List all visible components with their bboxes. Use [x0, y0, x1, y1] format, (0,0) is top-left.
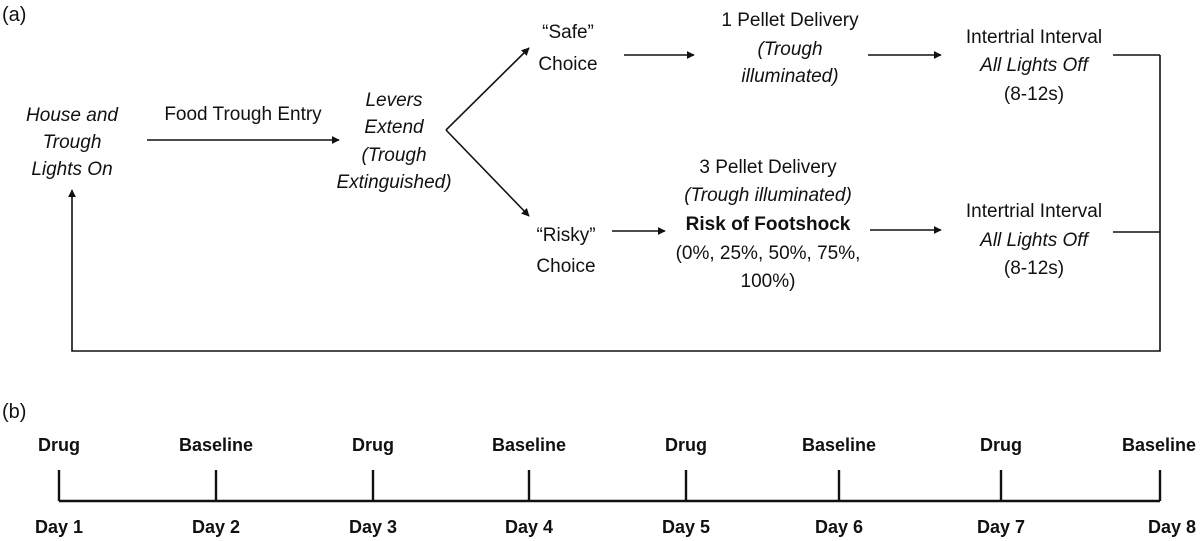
risky-outcome-line-4: (0%, 25%, 50%, 75%,: [676, 243, 861, 264]
risky-branch-arrow: [445, 129, 530, 217]
risky-outcome-node: 3 Pellet Delivery (Trough illuminated) R…: [676, 157, 861, 292]
risky-outcome-line-5: 100%): [741, 271, 796, 292]
risky-choice-node: “Risky” Choice: [536, 225, 595, 277]
session-type-label: Drug: [352, 435, 394, 455]
session-type-label: Drug: [980, 435, 1022, 455]
session-type-label: Drug: [38, 435, 80, 455]
safe-choice-line-2: Choice: [538, 54, 597, 75]
risky-outcome-line-3: Risk of Footshock: [686, 214, 851, 235]
risky-choice-line-2: Choice: [536, 256, 595, 277]
session-type-label: Baseline: [802, 435, 876, 455]
safe-branch-arrow: [445, 47, 530, 131]
safe-outcome-line-1: 1 Pellet Delivery: [721, 10, 859, 31]
day-label: Day 7: [977, 517, 1025, 537]
session-type-label: Baseline: [179, 435, 253, 455]
iti-safe-line-3: (8-12s): [1004, 84, 1064, 105]
start-line-2: Trough: [43, 132, 102, 153]
iti-safe-line-1: Intertrial Interval: [966, 27, 1102, 48]
dosing-timeline: Drug Day 1 Baseline Day 2 Drug Day 3 Baseline D…: [35, 435, 1196, 537]
session-type-label: Drug: [665, 435, 707, 455]
risky-outcome-line-2: (Trough illuminated): [684, 185, 852, 206]
safe-choice-line-1: “Safe”: [542, 22, 594, 43]
iti-safe-node: Intertrial Interval All Lights Off (8-12…: [966, 27, 1102, 105]
start-line-1: House and: [26, 105, 119, 126]
day-label: Day 5: [662, 517, 710, 537]
session-type-label: Baseline: [492, 435, 566, 455]
iti-safe-line-2: All Lights Off: [979, 55, 1089, 76]
iti-risky-line-3: (8-12s): [1004, 258, 1064, 279]
levers-line-2: Extend: [364, 117, 425, 138]
iti-risky-line-1: Intertrial Interval: [966, 201, 1102, 222]
iti-risky-node: Intertrial Interval All Lights Off (8-12…: [966, 201, 1102, 279]
levers-node: Levers Extend (Trough Extinguished): [336, 90, 451, 193]
session-type-label: Baseline: [1122, 435, 1196, 455]
day-label: Day 3: [349, 517, 397, 537]
day-label: Day 2: [192, 517, 240, 537]
start-node: House and Trough Lights On: [26, 105, 119, 180]
levers-line-1: Levers: [365, 90, 423, 111]
risky-choice-line-1: “Risky”: [536, 225, 595, 246]
return-loop-arrow: [68, 55, 1161, 352]
safe-outcome-line-3: illuminated): [741, 66, 838, 87]
panel-a-label: (a): [2, 4, 26, 26]
safe-choice-node: “Safe” Choice: [538, 22, 597, 75]
day-label: Day 8: [1148, 517, 1196, 537]
safe-outcome-line-2: (Trough: [757, 39, 822, 60]
levers-line-4: Extinguished): [336, 172, 451, 193]
iti-risky-line-2: All Lights Off: [979, 230, 1089, 251]
day-label: Day 6: [815, 517, 863, 537]
panel-b-label: (b): [2, 401, 26, 423]
day-label: Day 4: [505, 517, 553, 537]
levers-line-3: (Trough: [361, 145, 426, 166]
day-label: Day 1: [35, 517, 83, 537]
safe-outcome-node: 1 Pellet Delivery (Trough illuminated): [721, 10, 859, 87]
trough-entry-label: Food Trough Entry: [164, 104, 322, 125]
risky-outcome-line-1: 3 Pellet Delivery: [699, 157, 837, 178]
start-line-3: Lights On: [31, 159, 112, 180]
